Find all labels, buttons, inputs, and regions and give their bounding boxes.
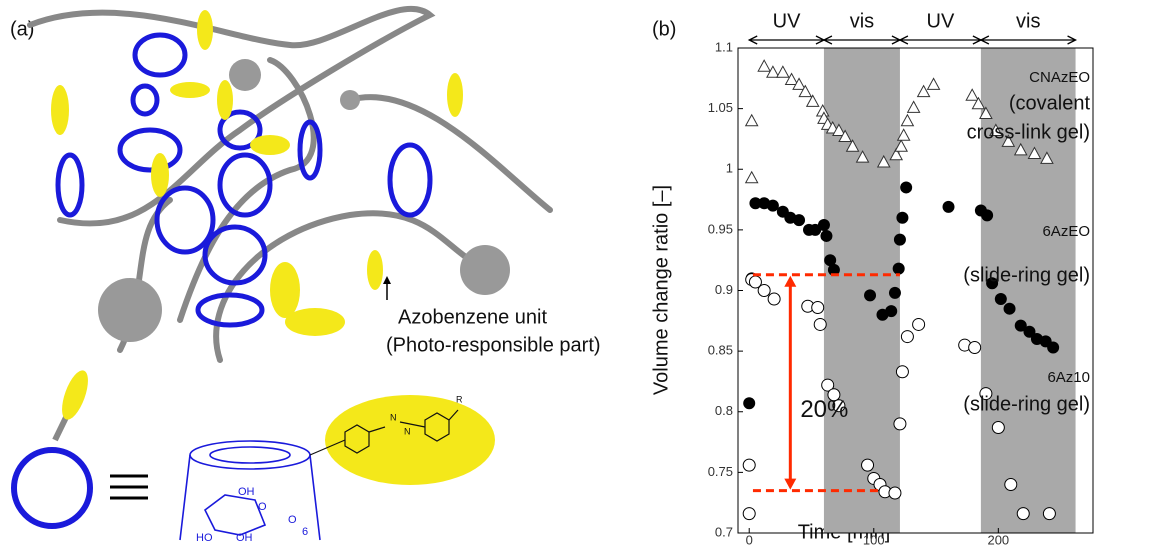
point xyxy=(746,115,758,126)
point xyxy=(818,219,830,231)
point xyxy=(1005,479,1017,491)
point xyxy=(862,459,874,471)
annotation: (Photo-responsible part) xyxy=(386,334,601,356)
y-tick-label: 0.85 xyxy=(708,343,733,358)
point xyxy=(885,305,897,317)
y-axis-label: Volume change ratio [–] xyxy=(650,185,672,395)
x-tick-label: 100 xyxy=(863,532,885,546)
point xyxy=(896,366,908,378)
chem-label: OH xyxy=(238,486,255,498)
azo-highlight xyxy=(325,395,495,485)
chem-label: O xyxy=(288,514,297,526)
point xyxy=(743,459,755,471)
azobenzene-icon xyxy=(57,367,94,423)
point xyxy=(894,418,906,430)
point xyxy=(746,172,758,183)
series-note: (covalent xyxy=(1009,92,1091,114)
panel-a: (a) Azobenzene xyxy=(10,9,601,544)
point xyxy=(981,209,993,221)
point xyxy=(908,101,920,112)
y-tick-label: 0.75 xyxy=(708,464,733,479)
point xyxy=(900,181,912,193)
point xyxy=(793,214,805,226)
equivalence xyxy=(110,476,148,498)
point xyxy=(943,201,955,213)
panel-b: (b) Time [min] Volume change ratio [–] U… xyxy=(650,10,1093,546)
point xyxy=(889,487,901,499)
point xyxy=(918,86,930,97)
chem-label: R xyxy=(456,394,463,404)
annotation: Azobenzene unit xyxy=(398,306,547,328)
point xyxy=(901,331,913,343)
point xyxy=(1017,508,1029,520)
y-tick-label: 1 xyxy=(726,161,733,176)
point xyxy=(1004,303,1016,315)
y-tick-label: 0.8 xyxy=(715,403,733,418)
chem-label: N xyxy=(404,426,411,436)
series-label: 6Az10 xyxy=(1047,369,1090,386)
point xyxy=(777,66,789,77)
series-note: (slide-ring gel) xyxy=(963,264,1090,286)
phase-band xyxy=(824,48,900,533)
point xyxy=(814,318,826,330)
point xyxy=(812,301,824,313)
series-note: (slide-ring gel) xyxy=(963,393,1090,415)
y-tick-label: 0.95 xyxy=(708,221,733,236)
point xyxy=(820,230,832,242)
phase-label: UV xyxy=(773,10,801,32)
point xyxy=(758,285,770,297)
point xyxy=(893,263,905,275)
chem-label: OH xyxy=(236,532,253,544)
point xyxy=(913,318,925,330)
point xyxy=(966,89,978,100)
chem-label: 6 xyxy=(302,526,308,538)
point xyxy=(864,289,876,301)
x-tick-label: 0 xyxy=(746,532,753,546)
point xyxy=(992,422,1004,434)
point xyxy=(758,60,770,71)
panel-label: (b) xyxy=(652,18,676,40)
point xyxy=(896,212,908,224)
point xyxy=(995,293,1007,305)
phase-label: UV xyxy=(927,10,955,32)
range-label: 20% xyxy=(800,396,848,423)
point xyxy=(743,397,755,409)
y-tick-label: 1.05 xyxy=(708,100,733,115)
point xyxy=(889,287,901,299)
figure: (a) Azobenzene xyxy=(0,0,1171,546)
series-label: 6AzEO xyxy=(1042,223,1090,240)
y-tick-label: 0.9 xyxy=(715,282,733,297)
series-label: CNAzEO xyxy=(1029,69,1090,86)
series-note: cross-link gel) xyxy=(967,121,1090,143)
chem-label: N xyxy=(390,412,397,422)
point xyxy=(901,115,913,126)
point xyxy=(768,293,780,305)
point xyxy=(928,78,940,89)
phase-label: vis xyxy=(850,10,874,32)
arrow-head xyxy=(383,276,391,284)
point xyxy=(767,200,779,212)
x-tick-label: 200 xyxy=(987,532,1009,546)
phase-label: vis xyxy=(1016,10,1040,32)
chem-label: O xyxy=(258,501,267,513)
point xyxy=(1043,508,1055,520)
ring-icon xyxy=(14,450,90,526)
point xyxy=(894,234,906,246)
y-tick-label: 0.7 xyxy=(715,524,733,539)
point xyxy=(1047,341,1059,353)
chem-label: HO xyxy=(196,532,213,544)
point xyxy=(743,508,755,520)
point xyxy=(969,341,981,353)
y-tick-label: 1.1 xyxy=(715,39,733,54)
